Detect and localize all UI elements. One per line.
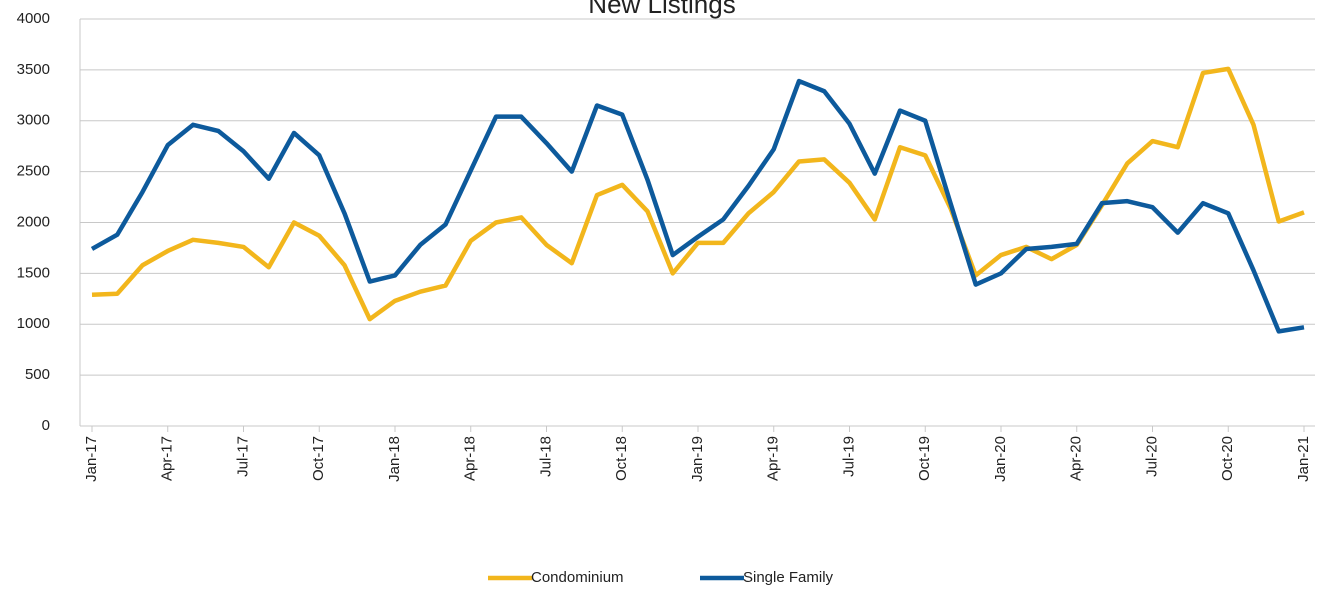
x-tick-label: Apr-18	[462, 436, 479, 481]
x-tick-label: Oct-20	[1219, 436, 1236, 481]
x-tick-label: Jan-21	[1295, 436, 1312, 482]
x-tick-label: Apr-19	[765, 436, 782, 481]
x-tick-label: Jan-19	[689, 436, 706, 482]
y-tick-label: 3500	[17, 61, 50, 78]
y-tick-label: 3000	[17, 112, 50, 129]
x-tick-label: Jan-17	[83, 436, 100, 482]
y-tick-label: 4000	[17, 10, 50, 27]
y-tick-label: 2000	[17, 213, 50, 230]
y-tick-label: 1500	[17, 264, 50, 281]
x-tick-label: Oct-18	[613, 436, 630, 481]
y-tick-label: 500	[25, 366, 50, 383]
x-tick-label: Jan-20	[992, 436, 1009, 482]
series-line	[90, 78, 1305, 334]
x-tick-label: Jul-17	[234, 436, 251, 477]
x-tick-label: Jul-20	[1143, 436, 1160, 477]
x-tick-label: Jul-18	[537, 436, 554, 477]
y-tick-label: 1000	[17, 315, 50, 332]
x-tick-label: Jan-18	[386, 436, 403, 482]
chart-title: New Listings	[588, 0, 735, 19]
x-tick-label: Jul-19	[840, 436, 857, 477]
legend-label: Condominium	[531, 569, 624, 586]
y-tick-label: 0	[42, 417, 50, 434]
legend-label: Single Family	[743, 569, 834, 586]
x-tick-label: Apr-20	[1068, 436, 1085, 481]
x-tick-label: Oct-19	[916, 436, 933, 481]
x-tick-label: Apr-17	[159, 436, 176, 481]
series-line	[91, 66, 1305, 322]
y-tick-label: 2500	[17, 163, 50, 180]
x-tick-label: Oct-17	[310, 436, 327, 481]
